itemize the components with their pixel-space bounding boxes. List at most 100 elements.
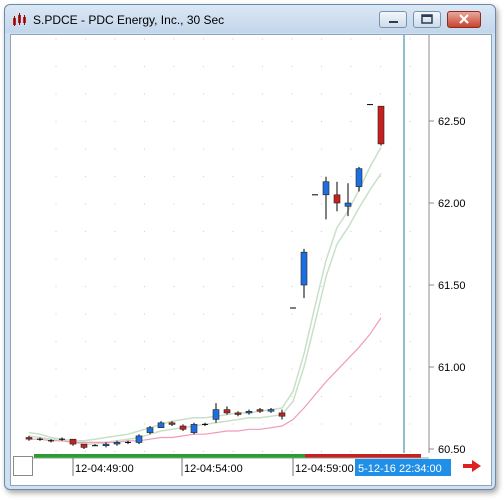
candle	[256, 408, 264, 413]
grid-dot	[114, 120, 116, 123]
grid-dot	[173, 203, 175, 205]
grid-dot	[114, 450, 116, 453]
grid-dot	[409, 65, 411, 68]
grid-dot	[114, 285, 116, 288]
grid-dot	[202, 258, 205, 260]
grid-dot	[84, 423, 87, 425]
grid-dot	[350, 395, 352, 398]
grid-dot	[173, 313, 175, 315]
grid-dot	[350, 313, 352, 315]
grid-dot	[409, 395, 411, 398]
candle-body	[245, 410, 253, 414]
candle	[355, 166, 363, 192]
grid-dot	[173, 175, 175, 178]
candle-body	[223, 409, 231, 414]
grid-dot	[173, 38, 175, 40]
chart-grid	[55, 38, 411, 453]
close-icon	[459, 14, 469, 24]
grid-dot	[232, 368, 234, 370]
moving-average-fast-lower	[28, 173, 382, 445]
chart-window: S.PDCE - PDC Energy, Inc., 30 Sec 62.50 6…	[4, 4, 496, 490]
candle-body	[278, 412, 286, 417]
grid-dot	[143, 450, 146, 453]
candle	[179, 424, 187, 431]
grid-dot	[114, 203, 116, 205]
time-label-2: 12-04:54:00	[184, 463, 243, 475]
candle	[234, 411, 242, 417]
grid-dot	[320, 340, 323, 343]
grid-dot	[232, 175, 234, 178]
grid-dot	[409, 38, 411, 40]
candle-body	[322, 181, 330, 196]
grid-dot	[55, 65, 57, 68]
grid-dot	[409, 313, 411, 315]
grid-dot	[114, 340, 116, 343]
title-bar[interactable]: S.PDCE - PDC Energy, Inc., 30 Sec	[5, 5, 495, 33]
price-tick-label: 62.00	[438, 198, 466, 210]
candle-body	[168, 422, 176, 425]
candle-body	[25, 437, 33, 440]
grid-dot	[143, 368, 146, 370]
grid-dot	[143, 285, 146, 288]
candle	[212, 403, 220, 423]
grid-dot	[202, 368, 205, 370]
grid-dot	[232, 313, 234, 315]
minimize-icon	[389, 21, 398, 23]
candle-body	[355, 168, 363, 187]
candle-body	[190, 424, 198, 433]
grid-dot	[379, 340, 382, 343]
grid-dot	[143, 203, 146, 205]
candle	[168, 421, 176, 426]
grid-dot	[55, 230, 57, 233]
grid-dot	[232, 93, 234, 95]
cursor-time-label: 5-12-16 22:34:00	[358, 463, 442, 475]
grid-dot	[291, 395, 293, 398]
grid-dot	[350, 230, 352, 233]
grid-dot	[379, 93, 382, 95]
grid-dot	[261, 340, 264, 343]
grid-dot	[291, 368, 293, 370]
minimize-button[interactable]	[379, 11, 407, 28]
grid-dot	[202, 285, 205, 288]
grid-dot	[55, 450, 57, 453]
moving-average-fast-upper	[28, 146, 382, 442]
grid-dot	[291, 38, 293, 40]
price-tick-label: 61.50	[438, 280, 466, 292]
grid-dot	[202, 203, 205, 205]
chart-corner-box[interactable]	[13, 456, 33, 476]
grid-dot	[173, 368, 175, 370]
grid-dot	[409, 285, 411, 288]
grid-dot	[143, 38, 146, 40]
grid-dot	[320, 65, 323, 68]
grid-dot	[379, 258, 382, 260]
price-chart[interactable]: 62.50 62.00 61.50 61.00 60.50 12-04:49:00 12…	[11, 35, 491, 485]
grid-dot	[114, 313, 116, 315]
candle	[59, 437, 65, 441]
candlestick-series	[25, 104, 385, 449]
grid-dot	[55, 148, 57, 150]
chart-area[interactable]: 62.50 62.00 61.50 61.00 60.50 12-04:49:00 12…	[10, 34, 492, 486]
grid-dot	[232, 65, 234, 68]
candle	[333, 181, 341, 212]
grid-dot	[202, 395, 205, 398]
grid-dot	[202, 450, 205, 453]
grid-dot	[173, 450, 175, 453]
time-bar-red	[305, 454, 421, 458]
scroll-right-arrow-icon[interactable]	[463, 460, 481, 472]
grid-dot	[232, 423, 234, 425]
grid-dot	[84, 395, 87, 398]
grid-dot	[320, 38, 323, 40]
grid-dot	[261, 93, 264, 95]
candle	[157, 421, 165, 428]
close-button[interactable]	[447, 11, 481, 28]
candle	[202, 422, 208, 426]
grid-dot	[84, 65, 87, 68]
grid-dot	[261, 368, 264, 370]
grid-dot	[173, 258, 175, 260]
grid-dot	[261, 175, 264, 178]
grid-dot	[379, 230, 382, 233]
price-axis: 62.50 62.00 61.50 61.00 60.50	[429, 116, 466, 456]
candle	[37, 437, 43, 441]
grid-dot	[202, 93, 205, 95]
maximize-button[interactable]	[413, 11, 441, 28]
